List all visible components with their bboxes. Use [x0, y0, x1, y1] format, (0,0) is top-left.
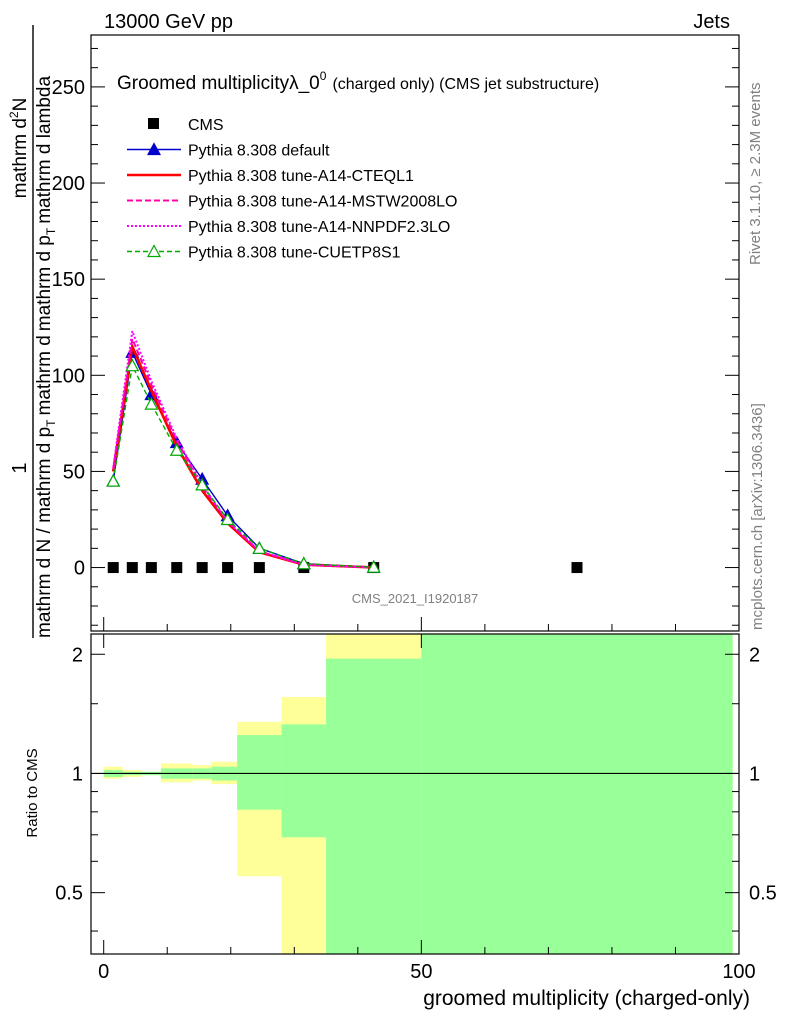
y-tick-label: 0: [74, 558, 85, 580]
cms-data-point: [107, 562, 119, 574]
header-left: 13000 GeV pp: [104, 11, 233, 33]
legend: CMS Pythia 8.308 default Pythia 8.308 tune…: [127, 117, 457, 262]
legend-label: Pythia 8.308 tune-A14-NNPDF2.3LO: [188, 219, 450, 236]
ratio-band-inner: [237, 735, 282, 810]
cms-data-point: [571, 562, 583, 574]
ylabel-numerator: mathrm d2N: [7, 98, 31, 199]
main-y-ticks: 0 50 100 150 200 250: [52, 47, 740, 631]
legend-marker: [148, 118, 159, 129]
y-tick-label: 50: [63, 461, 85, 483]
series-5: [106, 358, 381, 573]
ratio-bands: [91, 634, 739, 954]
ratio-y-tick-label-right: 1: [749, 763, 760, 785]
cms-data-point: [171, 562, 183, 574]
series-marker: [366, 559, 381, 573]
ratio-panel-frame: [90, 633, 740, 955]
series-marker: [220, 512, 235, 526]
legend-marker: [146, 142, 162, 156]
legend-label: Pythia 8.308 default: [188, 143, 330, 160]
legend-entry: CMS: [148, 117, 224, 134]
legend-entry: Pythia 8.308 default: [127, 142, 330, 160]
main-title: Groomed multiplicityλ_00 (charged only) (…: [117, 69, 599, 94]
main-title-text: Groomed multiplicityλ_00 (charged only) (…: [117, 69, 599, 94]
x-tick-label: 0: [98, 961, 109, 983]
series-line: [112, 335, 374, 569]
x-axis-label: groomed multiplicity (charged-only): [423, 987, 750, 1010]
ratio-y-tick-label-right: 0.5: [749, 883, 777, 905]
ratio-y-tick-label: 1: [72, 763, 83, 785]
series-3: [112, 335, 374, 569]
cms-data-point: [145, 562, 157, 574]
watermark: CMS_2021_I1920187: [352, 591, 479, 606]
main-y-axis-label: 1 mathrm d2N mathrm d N / mathrm d pTmat…: [7, 25, 58, 638]
ylabel-denominator: mathrm d N / mathrm d pTmathrm dmathrm d…: [34, 76, 58, 638]
series-marker: [125, 358, 140, 372]
ratio-y-tick-label: 2: [72, 644, 83, 666]
cms-data-point: [253, 562, 265, 574]
legend-label: Pythia 8.308 tune-A14-CTEQL1: [188, 168, 414, 185]
series-line: [111, 341, 374, 569]
rivet-label: Rivet 3.1.10, ≥ 2.3M events: [747, 83, 764, 266]
legend-entry: Pythia 8.308 tune-A14-NNPDF2.3LO: [127, 219, 450, 236]
ratio-band-inner: [326, 658, 422, 954]
header-right: Jets: [693, 11, 730, 33]
series-marker: [169, 443, 184, 456]
legend-entry: Pythia 8.308 tune-A14-CTEQL1: [127, 168, 414, 185]
legend-label: CMS: [188, 117, 224, 134]
y-tick-label: 150: [52, 269, 85, 291]
series-line: [112, 363, 374, 568]
series-2: [111, 341, 374, 569]
ratio-y-axis-label: Ratio to CMS: [24, 748, 41, 837]
legend-label: Pythia 8.308 tune-A14-MSTW2008LO: [188, 194, 457, 211]
cms-data-point: [222, 562, 234, 574]
x-tick-label: 100: [722, 961, 755, 983]
series-marker: [252, 541, 267, 554]
main-panel-frame: [90, 34, 740, 632]
legend-label: Pythia 8.308 tune-CUETP8S1: [188, 245, 401, 262]
series-marker: [296, 556, 311, 570]
ratio-y-tick-label-right: 2: [749, 644, 760, 666]
legend-entry: Pythia 8.308 tune-A14-MSTW2008LO: [127, 194, 457, 211]
ratio-band-inner: [421, 634, 733, 954]
legend-marker: [146, 244, 162, 258]
x-tick-label: 50: [410, 961, 432, 983]
y-tick-label: 250: [52, 77, 85, 99]
ylabel-one: 1: [9, 462, 31, 473]
cms-data-point: [196, 562, 208, 574]
cms-data-point: [126, 562, 138, 574]
y-tick-label: 200: [52, 173, 85, 195]
main-series: [106, 330, 583, 574]
mcplots-label: mcplots.cern.ch [arXiv:1306.3436]: [749, 403, 766, 630]
ratio-y-tick-label: 0.5: [55, 883, 83, 905]
y-tick-label: 100: [52, 365, 85, 387]
legend-entry: Pythia 8.308 tune-CUETP8S1: [127, 244, 401, 262]
series-marker: [144, 396, 159, 410]
series-marker: [106, 473, 121, 487]
series-marker: [195, 477, 210, 491]
ratio-ticks: 0.5 0.5 1 1 2 2 0 50 100: [55, 634, 777, 983]
ratio-band-inner: [281, 724, 327, 838]
